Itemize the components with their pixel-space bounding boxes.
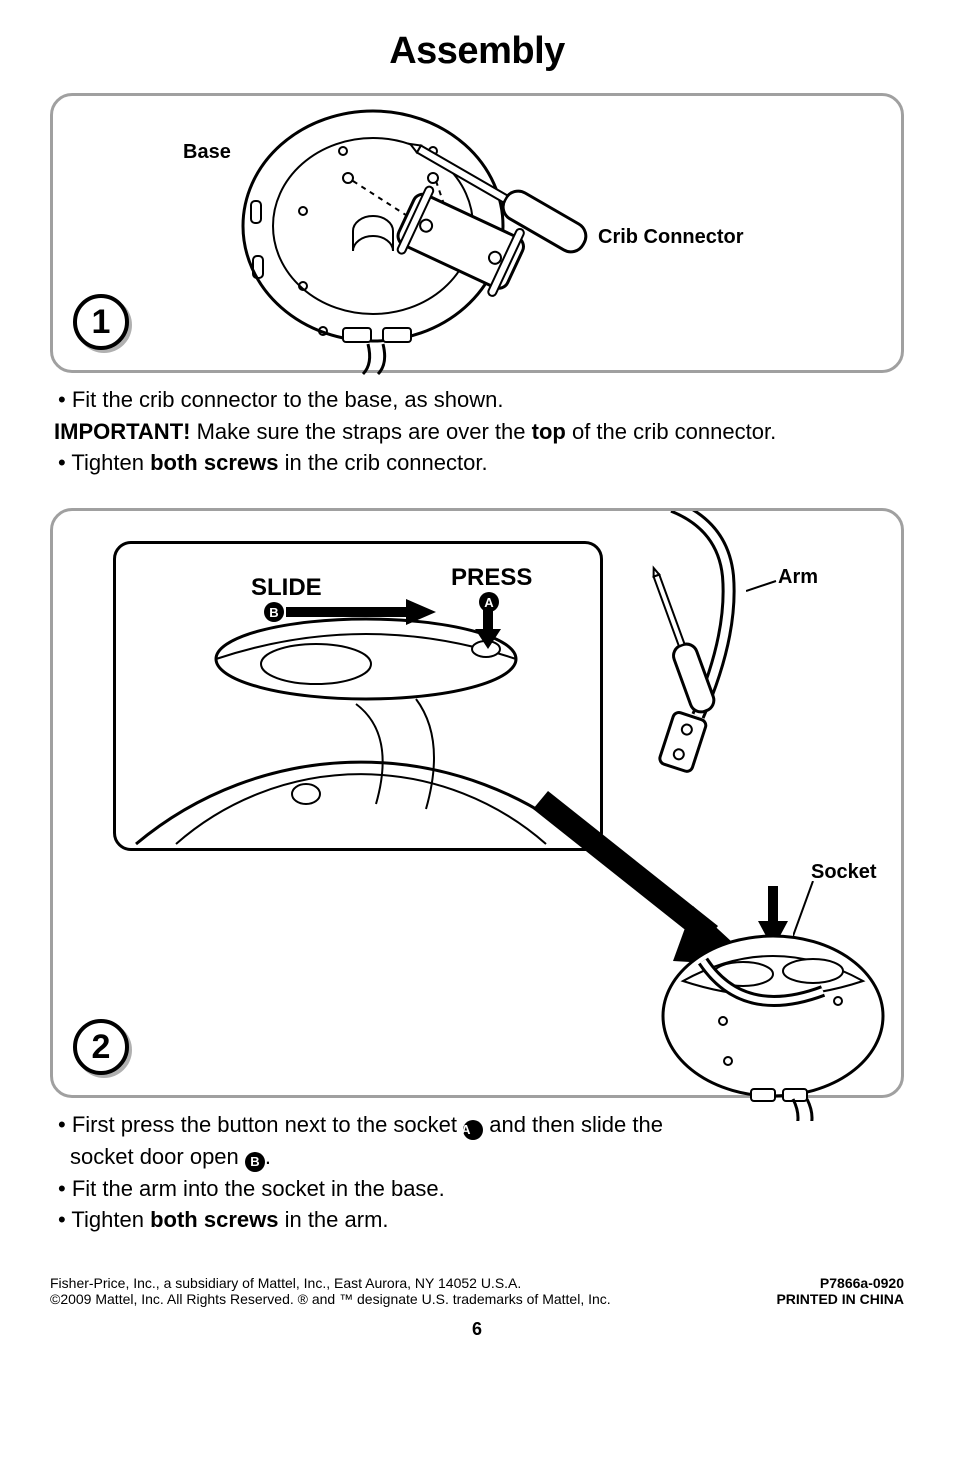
step-badge-2: 2 [73,1019,129,1075]
footer-left: Fisher-Price, Inc., a subsidiary of Matt… [50,1275,611,1307]
instr2-line3: • Fit the arm into the socket in the bas… [58,1176,445,1201]
step-badge-1: 1 [73,294,129,350]
instr1-bothscrews: both screws [150,450,278,475]
figure-2: PRESS A SLIDE B [50,508,904,1098]
label-base: Base [183,141,231,164]
instr2-line4-end: in the arm. [278,1207,388,1232]
instr2-line4-pre: • Tighten [58,1207,150,1232]
instr1-important: IMPORTANT! [54,419,190,444]
page-title: Assembly [50,30,904,73]
instr2-line2-pre: socket door open [70,1144,245,1169]
figure-1: Base Crib Connector 1 [50,93,904,373]
page-number: 6 [50,1319,904,1340]
marker-a-text: A [463,1120,483,1140]
footer-right: P7866a-0920 PRINTED IN CHINA [776,1275,904,1307]
footer-printed: PRINTED IN CHINA [776,1291,904,1307]
instr2-line2-end: . [265,1144,271,1169]
instructions-1: • Fit the crib connector to the base, as… [50,385,904,478]
figure-1-drawing [53,96,903,376]
instr1-line2-mid: Make sure the straps are over the [190,419,531,444]
instr1-line3-pre: • Tighten [58,450,150,475]
instr1-line3-end: in the crib connector. [278,450,487,475]
marker-b-text: B [245,1152,265,1172]
instr1-line2-end: of the crib connector. [566,419,776,444]
footer-copyright: ©2009 Mattel, Inc. All Rights Reserved. … [50,1291,611,1307]
label-crib-connector: Crib Connector [598,226,744,249]
socket-leader [793,881,823,941]
instructions-2: • First press the button next to the soc… [50,1110,904,1235]
instr1-line1: • Fit the crib connector to the base, as… [58,387,504,412]
instr2-bothscrews: both screws [150,1207,278,1232]
footer-partnum: P7866a-0920 [776,1275,904,1291]
footer: Fisher-Price, Inc., a subsidiary of Matt… [50,1275,904,1307]
instr1-top: top [532,419,566,444]
arm-leader [746,576,786,606]
footer-company: Fisher-Price, Inc., a subsidiary of Matt… [50,1275,611,1291]
